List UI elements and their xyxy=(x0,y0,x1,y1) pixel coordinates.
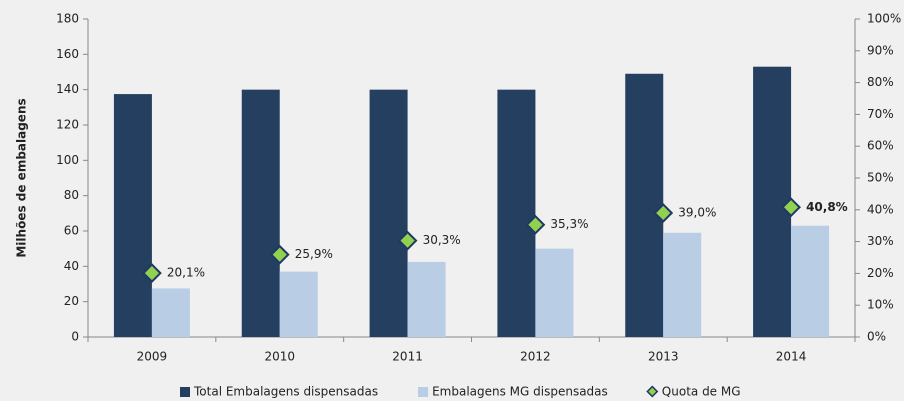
y-tick-label: 140 xyxy=(56,82,79,96)
y-axis-label: Milhões de embalagens xyxy=(15,98,29,257)
y-tick-label: 0 xyxy=(71,330,79,344)
legend-swatch xyxy=(418,387,429,397)
x-tick-label: 2009 xyxy=(137,350,168,364)
bar xyxy=(663,232,702,337)
bar xyxy=(279,271,318,337)
x-tick-label: 2011 xyxy=(392,350,423,364)
legend-swatch xyxy=(180,387,190,397)
y2-tick-label: 10% xyxy=(867,298,894,312)
legend-label: Total Embalagens dispensadas xyxy=(193,385,378,399)
y2-tick-label: 90% xyxy=(867,43,894,57)
x-tick-label: 2012 xyxy=(520,350,551,364)
y2-tick-label: 20% xyxy=(867,266,894,280)
y-tick-label: 160 xyxy=(56,47,79,61)
y2-tick-label: 80% xyxy=(867,75,894,89)
marker xyxy=(653,203,674,223)
marker xyxy=(269,244,290,265)
data-label: 39,0% xyxy=(678,205,716,219)
data-label: 30,3% xyxy=(423,233,461,247)
y2-tick-label: 0% xyxy=(867,330,886,344)
y-tick-label: 40 xyxy=(64,259,79,273)
bar xyxy=(791,225,830,337)
bar xyxy=(407,261,446,337)
y2-tick-label: 100% xyxy=(867,12,901,26)
bar xyxy=(151,288,190,337)
data-label: 25,9% xyxy=(295,247,333,261)
y-tick-label: 100 xyxy=(56,153,79,167)
legend-label: Embalagens MG dispensadas xyxy=(432,385,608,399)
marker xyxy=(781,197,801,218)
y-tick-label: 120 xyxy=(56,118,79,132)
legend-swatch xyxy=(646,385,659,398)
legend-label: Quota de MG xyxy=(662,385,741,399)
y2-tick-label: 70% xyxy=(867,107,894,121)
marker xyxy=(397,230,418,251)
x-tick-label: 2013 xyxy=(648,350,679,364)
y-tick-label: 180 xyxy=(56,12,79,26)
bar xyxy=(369,89,408,338)
bar xyxy=(753,66,792,337)
bar xyxy=(625,73,664,338)
bar xyxy=(497,89,536,338)
y2-tick-label: 60% xyxy=(867,139,894,153)
marker xyxy=(142,263,162,283)
x-tick-label: 2010 xyxy=(264,350,295,364)
y-tick-label: 60 xyxy=(64,224,79,238)
marker xyxy=(525,214,546,235)
y-tick-label: 20 xyxy=(64,294,79,308)
x-tick-label: 2014 xyxy=(776,350,807,364)
y2-tick-label: 50% xyxy=(867,171,894,185)
y-tick-label: 80 xyxy=(64,188,79,202)
bar xyxy=(241,89,280,338)
bar xyxy=(113,94,152,337)
y2-tick-label: 30% xyxy=(867,234,894,248)
data-label: 20,1% xyxy=(167,266,205,280)
y2-tick-label: 40% xyxy=(867,202,894,216)
bar xyxy=(535,248,574,337)
data-label: 40,8% xyxy=(806,200,848,214)
data-label: 35,3% xyxy=(550,217,588,231)
